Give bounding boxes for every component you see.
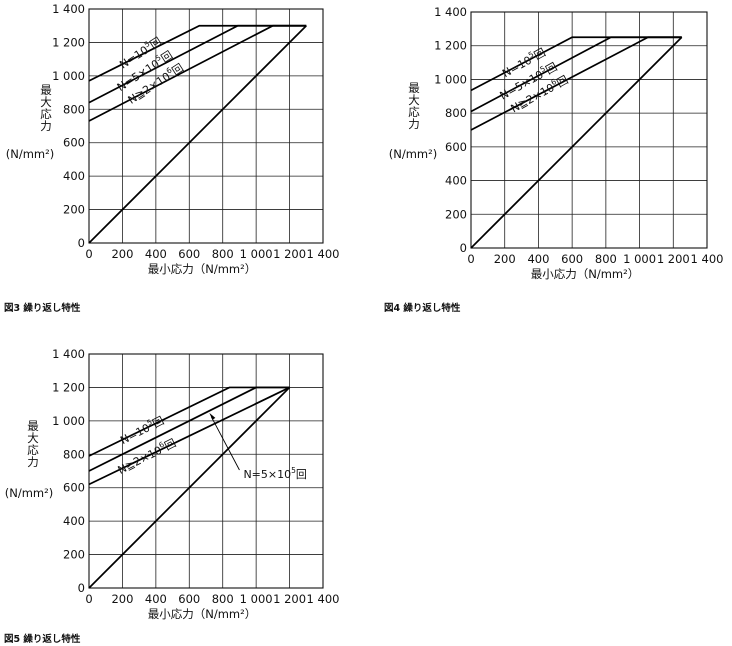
y-tick-label: 600 xyxy=(445,140,467,154)
x-tick-label: 1 400 xyxy=(691,252,724,266)
x-tick-label: 200 xyxy=(111,247,133,261)
y-tick-label: 1 400 xyxy=(52,347,85,361)
y-tick-label: 0 xyxy=(460,241,467,255)
chart-fig3: 0 200 400 600 800 1 000 1 200 1 400020040060080… xyxy=(4,2,339,314)
y-tick-label: 800 xyxy=(445,106,467,120)
y-axis-label: 最大応力 xyxy=(40,83,52,133)
y-axis-label: 最大応力 xyxy=(408,81,420,131)
y-tick-label: 1 400 xyxy=(52,2,85,16)
x-tick-label: 400 xyxy=(527,252,549,266)
chart-fig4: 0 200 400 600 800 1 000 1 200 1 400020040060080… xyxy=(384,5,723,314)
y-axis-unit: (N/mm²) xyxy=(5,486,53,500)
callout-arrowhead xyxy=(209,412,216,420)
x-tick-label: 800 xyxy=(595,252,617,266)
y-tick-label: 400 xyxy=(63,514,85,528)
x-axis-label: 最小応力（N/mm²） xyxy=(148,607,257,621)
figure-caption: 図4 繰り返し特性 xyxy=(384,302,461,314)
series-line xyxy=(88,24,307,122)
x-tick-label: 0 xyxy=(85,247,92,261)
diagonal-line xyxy=(470,36,683,249)
y-tick-label: 1 000 xyxy=(52,69,85,83)
x-tick-label: 0 xyxy=(85,592,92,606)
chart-fig5: 0 200 400 600 800 1 000 1 200 1 400020040060080… xyxy=(4,347,339,645)
y-tick-label: 1 200 xyxy=(52,380,85,394)
x-tick-label: 200 xyxy=(111,592,133,606)
y-tick-label: 0 xyxy=(78,581,85,595)
y-tick-label: 800 xyxy=(63,447,85,461)
x-tick-label: 1 200 xyxy=(273,247,306,261)
diagonal-line xyxy=(88,25,307,244)
x-tick-label: 600 xyxy=(178,592,200,606)
x-tick-label: 800 xyxy=(212,592,234,606)
y-tick-label: 0 xyxy=(78,236,85,250)
y-axis-unit: (N/mm²) xyxy=(389,147,437,161)
x-tick-label: 400 xyxy=(145,592,167,606)
x-tick-label: 800 xyxy=(212,247,234,261)
x-tick-label: 200 xyxy=(494,252,516,266)
series-line xyxy=(88,24,307,82)
y-tick-label: 600 xyxy=(63,136,85,150)
figure-caption: 図5 繰り返し特性 xyxy=(4,633,81,645)
series-line xyxy=(88,386,290,486)
diagonal-line xyxy=(88,386,291,589)
x-tick-label: 0 xyxy=(467,252,474,266)
y-tick-label: 1 200 xyxy=(52,35,85,49)
x-tick-label: 1 400 xyxy=(307,247,340,261)
x-tick-label: 1 200 xyxy=(273,592,306,606)
y-tick-label: 400 xyxy=(445,174,467,188)
y-tick-label: 1 400 xyxy=(434,5,467,19)
x-axis-label: 最小応力（N/mm²） xyxy=(531,267,640,281)
y-tick-label: 800 xyxy=(63,102,85,116)
x-axis-label: 最小応力（N/mm²） xyxy=(148,262,257,276)
x-tick-label: 1 200 xyxy=(657,252,690,266)
y-tick-label: 200 xyxy=(63,548,85,562)
x-tick-label: 1 400 xyxy=(307,592,340,606)
x-tick-label: 600 xyxy=(561,252,583,266)
y-tick-label: 200 xyxy=(63,203,85,217)
callout-leader-line xyxy=(210,416,240,471)
x-tick-label: 1 000 xyxy=(623,252,656,266)
figure-caption: 図3 繰り返し特性 xyxy=(4,302,81,314)
x-tick-label: 1 000 xyxy=(240,247,273,261)
series-line xyxy=(88,386,290,472)
y-tick-label: 200 xyxy=(445,207,467,221)
plot-frame xyxy=(88,8,324,244)
y-tick-label: 600 xyxy=(63,481,85,495)
series-label: N=5×105回 xyxy=(243,466,306,481)
y-tick-label: 1 000 xyxy=(52,414,85,428)
y-tick-label: 1 200 xyxy=(434,39,467,53)
x-tick-label: 400 xyxy=(145,247,167,261)
series-line xyxy=(470,36,682,131)
y-tick-label: 400 xyxy=(63,169,85,183)
series-line xyxy=(470,36,682,92)
y-axis-unit: (N/mm²) xyxy=(6,147,54,161)
x-tick-label: 600 xyxy=(178,247,200,261)
y-axis-label: 最大応力 xyxy=(27,419,39,469)
y-tick-label: 1 000 xyxy=(434,72,467,86)
x-tick-label: 1 000 xyxy=(240,592,273,606)
